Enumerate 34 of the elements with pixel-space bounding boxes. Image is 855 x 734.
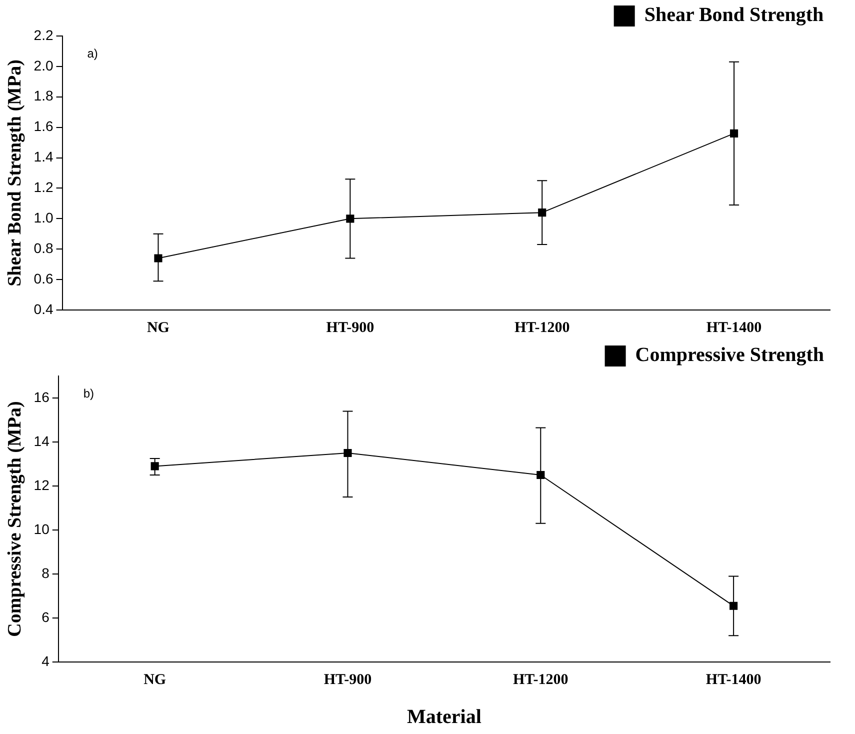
y-tick-label: 12 <box>34 476 50 493</box>
x-tick-label: HT-1200 <box>514 320 570 336</box>
point <box>154 254 162 262</box>
x-tick-label: HT-900 <box>324 672 372 688</box>
annotation: a) <box>87 46 98 60</box>
annotation: b) <box>83 386 94 400</box>
x-tick-label: HT-900 <box>326 320 374 336</box>
y-tick-label: 6 <box>42 608 50 625</box>
x-axis-title: Material <box>406 706 482 728</box>
y-tick-label: 1.2 <box>34 179 54 196</box>
y-axis-title: Compressive Strength (MPa) <box>4 401 26 637</box>
y-tick-label: 1.8 <box>34 88 54 104</box>
x-tick-label: NG <box>146 320 170 336</box>
y-tick-label: 16 <box>34 388 50 405</box>
y-tick-label: 4 <box>42 652 50 669</box>
y-tick-label: 8 <box>42 564 50 581</box>
y-tick-label: 0.4 <box>34 300 54 317</box>
legend-label: Shear Bond Strength <box>644 4 824 26</box>
y-tick-label: 1.6 <box>34 118 54 134</box>
x-tick-label: HT-1200 <box>512 672 568 688</box>
y-tick-label: 2.2 <box>34 26 54 43</box>
y-axis-title: Shear Bond Strength (MPa) <box>4 60 26 286</box>
y-tick-label: 2.0 <box>34 57 54 74</box>
y-tick-label: 1.4 <box>34 148 54 165</box>
x-tick-label: HT-1400 <box>706 320 762 336</box>
y-tick-label: 1.0 <box>34 210 54 226</box>
y-tick-label: 0.8 <box>34 240 54 256</box>
x-tick-label: NG <box>144 672 166 688</box>
x-tick-label: HT-1400 <box>706 672 762 688</box>
y-tick-label: 10 <box>34 520 50 537</box>
point <box>344 448 352 458</box>
y-tick-label: 0.6 <box>34 270 54 286</box>
legend-label: Compressive Strength <box>635 344 824 366</box>
y-tick-label: 14 <box>34 432 50 449</box>
